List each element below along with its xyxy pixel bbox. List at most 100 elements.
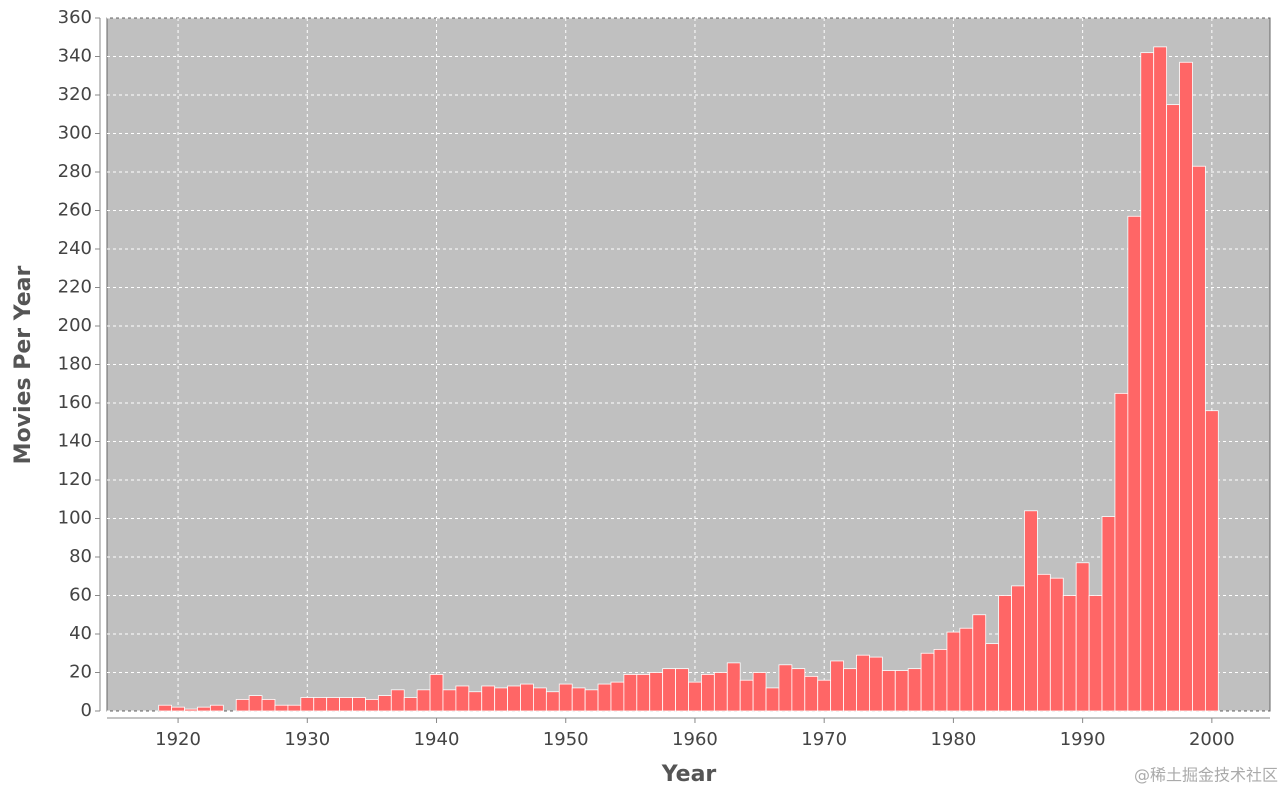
bar [1179,61,1193,712]
bar [701,674,715,712]
x-tick-label: 1960 [672,729,718,750]
bar [403,697,418,712]
bar [545,691,560,712]
bar [1011,585,1025,712]
bar [455,685,470,712]
bar [352,697,366,712]
y-tick-label: 360 [58,7,92,28]
bar [274,704,289,712]
bar [313,697,328,712]
bar [1049,577,1064,712]
y-tick-label: 320 [58,84,92,105]
bar [1101,516,1116,712]
bar [248,695,263,712]
bar [946,631,961,712]
y-tick-label: 120 [58,469,92,490]
y-tick-label: 0 [81,700,92,721]
bar [752,672,767,712]
bar [804,675,819,712]
bar [649,672,664,712]
bar [662,668,676,712]
bar [520,683,534,712]
bar [998,595,1012,712]
bar [1204,410,1219,712]
y-tick-label: 280 [58,161,92,182]
bar [326,697,340,712]
bar [197,706,211,712]
x-tick-label: 1970 [801,729,847,750]
bar [623,674,638,712]
y-tick-label: 240 [58,238,92,259]
bar [442,689,457,712]
x-tick-label: 1940 [414,729,460,750]
bar [235,699,250,712]
y-tick-label: 60 [69,585,92,606]
bar [1166,104,1180,712]
y-tick-label: 20 [69,662,92,683]
x-tick-label: 1950 [543,729,589,750]
bar [843,668,857,712]
bar [856,654,870,712]
bar [533,687,547,712]
bar [726,662,741,712]
bar [959,627,974,712]
bar [881,670,896,712]
bar [300,697,315,712]
x-tick-label: 1920 [155,729,201,750]
x-tick-label: 1930 [284,729,330,750]
bar [636,674,651,712]
y-tick-label: 80 [69,546,92,567]
bar [339,697,353,712]
bar [597,683,612,712]
x-tick-label: 1980 [930,729,976,750]
bar [920,652,935,712]
bar [894,670,909,712]
y-tick-label: 40 [69,623,92,644]
y-tick-label: 300 [58,123,92,144]
bar [907,668,922,712]
x-axis-title: Year [661,762,717,787]
x-tick-label: 1990 [1060,729,1106,750]
bar [972,614,987,712]
bar [507,685,521,712]
bar [468,691,483,712]
bar [791,668,806,712]
bar [1088,595,1103,712]
bar [377,695,392,712]
bar [1114,392,1129,712]
bar [1192,165,1206,712]
bar [158,704,173,712]
bar [494,687,508,712]
bar [429,674,444,712]
bar [739,679,754,712]
y-axis-title: Movies Per Year [11,266,36,465]
bar [558,683,573,712]
y-tick-label: 200 [58,315,92,336]
bar [571,687,586,712]
bar [985,643,1000,712]
y-tick-label: 220 [58,277,92,298]
bar [481,685,496,712]
y-tick-label: 160 [58,392,92,413]
bar [584,689,599,712]
bar [1024,510,1038,712]
bar [610,681,625,712]
bar [713,672,728,712]
bar [171,706,185,712]
bar [1127,215,1142,712]
bar [1140,52,1155,712]
bar [778,664,793,712]
bar [675,668,689,712]
bar [1037,573,1051,712]
bar [688,681,702,712]
bar [817,679,832,712]
y-tick-label: 140 [58,431,92,452]
y-tick-label: 340 [58,46,92,67]
y-tick-label: 100 [58,508,92,529]
bar [184,708,198,712]
bar [869,656,883,712]
bar [933,649,948,712]
bar [1075,562,1090,712]
x-tick-label: 2000 [1189,729,1235,750]
